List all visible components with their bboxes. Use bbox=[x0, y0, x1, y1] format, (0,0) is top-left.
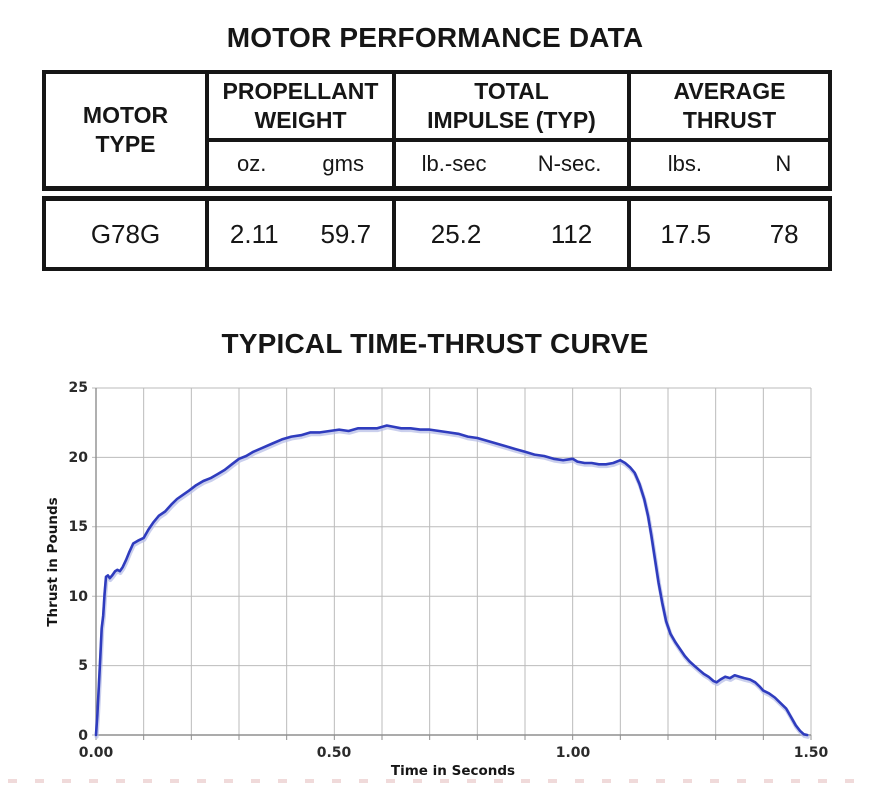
chart-gridlines bbox=[92, 387, 812, 740]
value-oz: 2.11 bbox=[229, 218, 279, 249]
y-tick-25: 25 bbox=[69, 380, 88, 396]
y-tick-15: 15 bbox=[69, 519, 88, 535]
cell-propellant-weight: 2.11 59.7 bbox=[205, 186, 396, 271]
y-tick-5: 5 bbox=[78, 658, 88, 674]
unit-lbs: lbs. bbox=[667, 151, 702, 176]
header-motor-type: MOTOR TYPE bbox=[42, 70, 209, 196]
value-gms: 59.7 bbox=[320, 218, 372, 249]
chart-title: TYPICAL TIME-THRUST CURVE bbox=[221, 328, 649, 359]
unit-n: N bbox=[775, 151, 792, 176]
table-units-row: oz. gms lb.-sec N-sec. lbs. N bbox=[44, 138, 832, 196]
unit-gms: gms bbox=[322, 151, 364, 176]
header-propellant-weight: PROPELLANT WEIGHT bbox=[205, 70, 396, 142]
value-lb-sec: 25.2 bbox=[430, 218, 482, 249]
header-average-thrust: AVERAGE THRUST bbox=[627, 70, 832, 142]
unit-n-sec: N-sec. bbox=[537, 151, 602, 176]
x-tick-0.00: 0.00 bbox=[79, 745, 114, 761]
y-tick-20: 20 bbox=[69, 450, 89, 466]
thrust-curve bbox=[94, 424, 810, 739]
table-header-row: MOTOR TYPE PROPELLANT WEIGHT TOTAL IMPUL… bbox=[42, 70, 832, 196]
units-average-thrust: lbs. N bbox=[627, 138, 832, 196]
unit-lb-sec: lb.-sec bbox=[421, 151, 487, 176]
x-axis-title: Time in Seconds bbox=[391, 763, 515, 779]
value-lbs: 17.5 bbox=[660, 218, 711, 249]
table-data-row: G78G 2.11 59.7 25.2 112 17.5 78 bbox=[42, 186, 832, 271]
cell-motor-type: G78G bbox=[42, 186, 209, 271]
header-total-impulse: TOTAL IMPULSE (TYP) bbox=[392, 70, 631, 142]
cell-average-thrust: 17.5 78 bbox=[627, 186, 832, 271]
units-propellant-weight: oz. gms bbox=[205, 138, 396, 196]
motor-performance-table: MOTOR TYPE PROPELLANT WEIGHT TOTAL IMPUL… bbox=[42, 70, 832, 271]
y-tick-10: 10 bbox=[69, 589, 89, 605]
units-total-impulse: lb.-sec N-sec. bbox=[392, 138, 631, 196]
table-title: MOTOR PERFORMANCE DATA bbox=[226, 22, 644, 53]
y-axis-title: Thrust in Pounds bbox=[45, 497, 61, 626]
x-tick-0.50: 0.50 bbox=[317, 745, 352, 761]
value-n-sec: 112 bbox=[550, 218, 593, 249]
unit-oz: oz. bbox=[237, 151, 267, 176]
y-tick-0: 0 bbox=[78, 728, 88, 744]
x-tick-1.50: 1.50 bbox=[794, 745, 829, 761]
x-tick-1.00: 1.00 bbox=[556, 745, 591, 761]
value-n: 78 bbox=[769, 218, 799, 249]
cell-total-impulse: 25.2 112 bbox=[392, 186, 631, 271]
